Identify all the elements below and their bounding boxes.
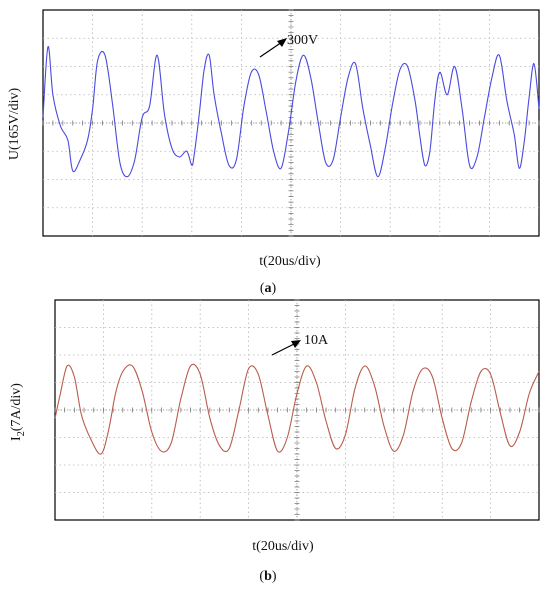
panel-a-caption-letter: a xyxy=(265,281,272,296)
panel-b-caption-letter: b xyxy=(264,569,272,584)
panel-b-waveform xyxy=(54,363,540,455)
panel-b-y-axis-label-subscript: 2 xyxy=(16,431,27,436)
panel-a-y-axis-label: U(165V/div) xyxy=(7,88,22,161)
panel-b: 10A I2(7A/div) t(20us/div) (b) xyxy=(9,299,540,584)
panel-a-annotation: 300V xyxy=(287,33,318,48)
panel-b-annotation-arrowhead xyxy=(291,340,301,348)
panel-b-grid xyxy=(54,299,540,521)
panel-a-x-axis-label: t(20us/div) xyxy=(259,254,321,269)
panel-a-annotation-arrowhead xyxy=(277,38,287,47)
panel-a: 300V U(165V/div) t(20us/div) (a) xyxy=(7,9,540,296)
panel-b-annotation: 10A xyxy=(304,333,329,348)
panel-b-y-axis-label-main: I xyxy=(9,436,24,441)
panel-a-waveform xyxy=(42,46,540,178)
panel-b-y-axis-label-unit: (7A/div) xyxy=(9,383,24,432)
panel-a-caption: (a) xyxy=(260,281,277,296)
panel-b-caption: (b) xyxy=(259,569,276,584)
panel-b-x-axis-label: t(20us/div) xyxy=(252,539,314,554)
panel-b-y-axis-label: I2(7A/div) xyxy=(9,383,27,441)
